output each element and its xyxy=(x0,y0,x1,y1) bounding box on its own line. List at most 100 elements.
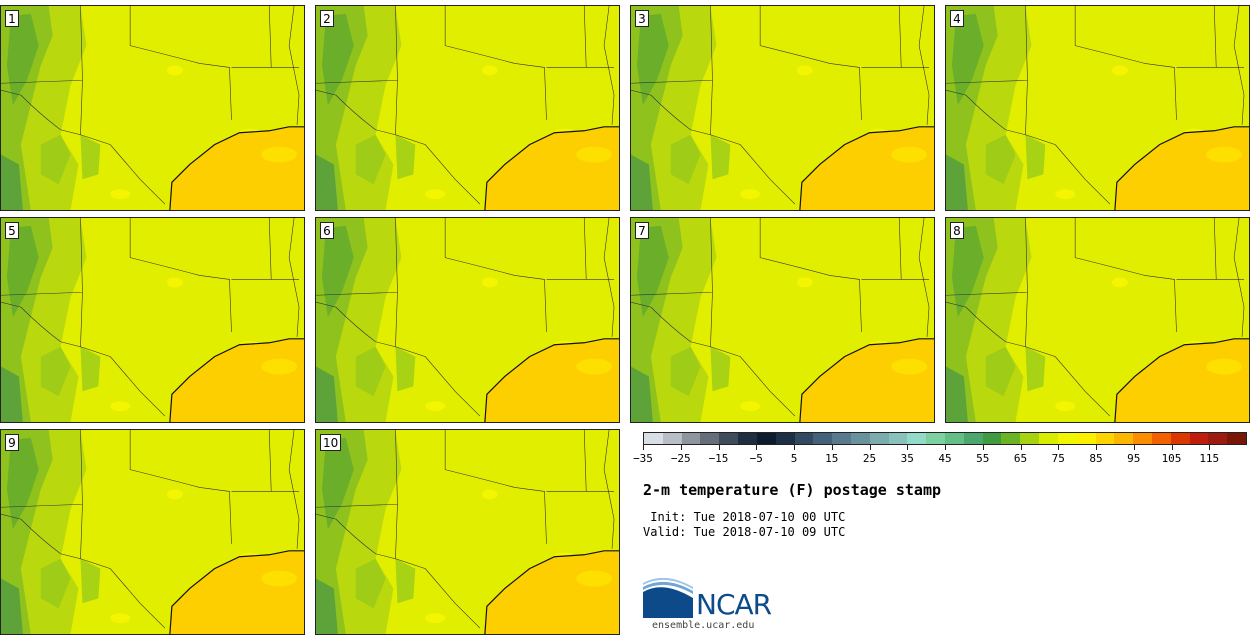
colorbar-segment xyxy=(1133,433,1152,444)
colorbar-tick xyxy=(1020,445,1022,450)
colorbar-tick-label: 55 xyxy=(976,452,990,465)
colorbar-segment xyxy=(1227,433,1246,444)
colorbar-tick-label: −5 xyxy=(749,452,763,465)
panel-number-label: 10 xyxy=(320,434,342,451)
colorbar-tick-label: −25 xyxy=(670,452,691,465)
colorbar-tick xyxy=(1171,445,1173,450)
colorbar-segment xyxy=(1076,433,1096,444)
colorbar-segment xyxy=(888,433,908,444)
map-panel: 6 xyxy=(315,217,620,423)
colorbar-tick xyxy=(945,445,946,450)
map-panel: 7 xyxy=(630,217,935,423)
colorbar-ticks: −35 −25 −15 −5 5 15 25 35 45 55 65 75 85 95 105 115 xyxy=(633,445,1247,465)
panel-number-label: 8 xyxy=(950,222,964,239)
colorbar-segment xyxy=(1208,433,1228,444)
colorbar-tick xyxy=(1209,445,1211,450)
colorbar-tick-label: 95 xyxy=(1127,452,1141,465)
colorbar-tick-label: 45 xyxy=(938,452,952,465)
temperature-map xyxy=(316,218,619,422)
colorbar-segment xyxy=(756,433,776,444)
temperature-map xyxy=(1,430,304,634)
plot-title: 2-m temperature (F) postage stamp xyxy=(643,481,942,499)
init-time: Init: Tue 2018-07-10 00 UTC xyxy=(643,510,846,524)
colorbar-segment xyxy=(1189,433,1209,444)
temperature-map xyxy=(316,430,619,634)
temperature-map xyxy=(946,218,1249,422)
colorbar-segment xyxy=(907,433,927,444)
colorbar-tick xyxy=(1096,445,1097,450)
panel-number-label: 9 xyxy=(5,434,19,451)
colorbar-tick xyxy=(982,445,984,450)
colorbar-segment xyxy=(1170,433,1190,444)
temperature-map xyxy=(946,6,1249,210)
panel-number-label: 2 xyxy=(320,10,334,27)
panel-number-label: 3 xyxy=(635,10,649,27)
colorbar-tick-label: 5 xyxy=(790,452,798,465)
colorbar-segment xyxy=(1114,433,1134,444)
colorbar-segment xyxy=(794,433,814,444)
colorbar-segment xyxy=(662,433,682,444)
map-panel: 2 xyxy=(315,5,620,211)
colorbar-tick xyxy=(756,445,758,450)
colorbar-tick xyxy=(1133,445,1135,450)
colorbar-segment xyxy=(738,433,757,444)
site-url: ensemble.ucar.edu xyxy=(652,620,755,631)
colorbar-segment xyxy=(681,433,701,444)
map-panel: 8 xyxy=(945,217,1250,423)
colorbar-tick-label: 75 xyxy=(1051,452,1065,465)
colorbar-tick-label: −15 xyxy=(708,452,729,465)
colorbar-tick-label: 35 xyxy=(900,452,914,465)
colorbar-segment xyxy=(1039,433,1058,444)
ncar-logo-icon xyxy=(643,578,693,618)
colorbar-segment xyxy=(1151,433,1171,444)
panel-number-label: 6 xyxy=(320,222,334,239)
colorbar-tick-label: 65 xyxy=(1013,452,1028,465)
map-panel: 9 xyxy=(0,429,305,635)
colorbar-tick xyxy=(831,445,833,450)
colorbar-segment xyxy=(719,433,739,444)
valid-time: Valid: Tue 2018-07-10 09 UTC xyxy=(643,525,846,539)
colorbar-segment xyxy=(1095,433,1115,444)
colorbar-tick-label: 105 xyxy=(1161,452,1182,465)
colorbar-segment xyxy=(850,433,870,444)
colorbar-tick-label: 85 xyxy=(1089,452,1103,465)
colorbar-tick xyxy=(869,445,871,450)
map-panel: 10 xyxy=(315,429,620,635)
panel-number-label: 7 xyxy=(635,222,649,239)
panel-number-label: 4 xyxy=(950,10,964,27)
map-panel: 3 xyxy=(630,5,935,211)
colorbar-tick xyxy=(1058,445,1060,450)
colorbar-tick-label: −35 xyxy=(633,452,653,465)
temperature-map xyxy=(316,6,619,210)
temperature-map xyxy=(631,218,934,422)
colorbar-segment xyxy=(1001,433,1021,444)
panel-number-label: 1 xyxy=(5,10,19,27)
colorbar-tick xyxy=(643,445,644,450)
map-panel: 5 xyxy=(0,217,305,423)
panel-number-label: 5 xyxy=(5,222,19,239)
colorbar-tick xyxy=(907,445,909,450)
colorbar-segment xyxy=(869,433,889,444)
colorbar-segment xyxy=(963,433,983,444)
temperature-map xyxy=(1,218,304,422)
temperature-map xyxy=(1,6,304,210)
ncar-logo-text: NCAR xyxy=(696,588,772,621)
colorbar-segment xyxy=(813,433,833,444)
colorbar-tick-label: 115 xyxy=(1199,452,1220,465)
colorbar-segment xyxy=(945,433,964,444)
colorbar-segment xyxy=(644,433,663,444)
colorbar-segment xyxy=(775,433,795,444)
colorbar-segment xyxy=(1020,433,1040,444)
temperature-colorbar xyxy=(643,432,1247,445)
colorbar-segment xyxy=(982,433,1002,444)
temperature-map xyxy=(631,6,934,210)
colorbar-tick xyxy=(718,445,720,450)
colorbar-tick-label: 15 xyxy=(825,452,839,465)
map-panel: 4 xyxy=(945,5,1250,211)
colorbar-tick xyxy=(680,445,682,450)
map-panel: 1 xyxy=(0,5,305,211)
colorbar-segment xyxy=(926,433,945,444)
colorbar-tick-label: 25 xyxy=(862,452,877,465)
colorbar-segment xyxy=(700,433,720,444)
colorbar-segment xyxy=(832,433,851,444)
